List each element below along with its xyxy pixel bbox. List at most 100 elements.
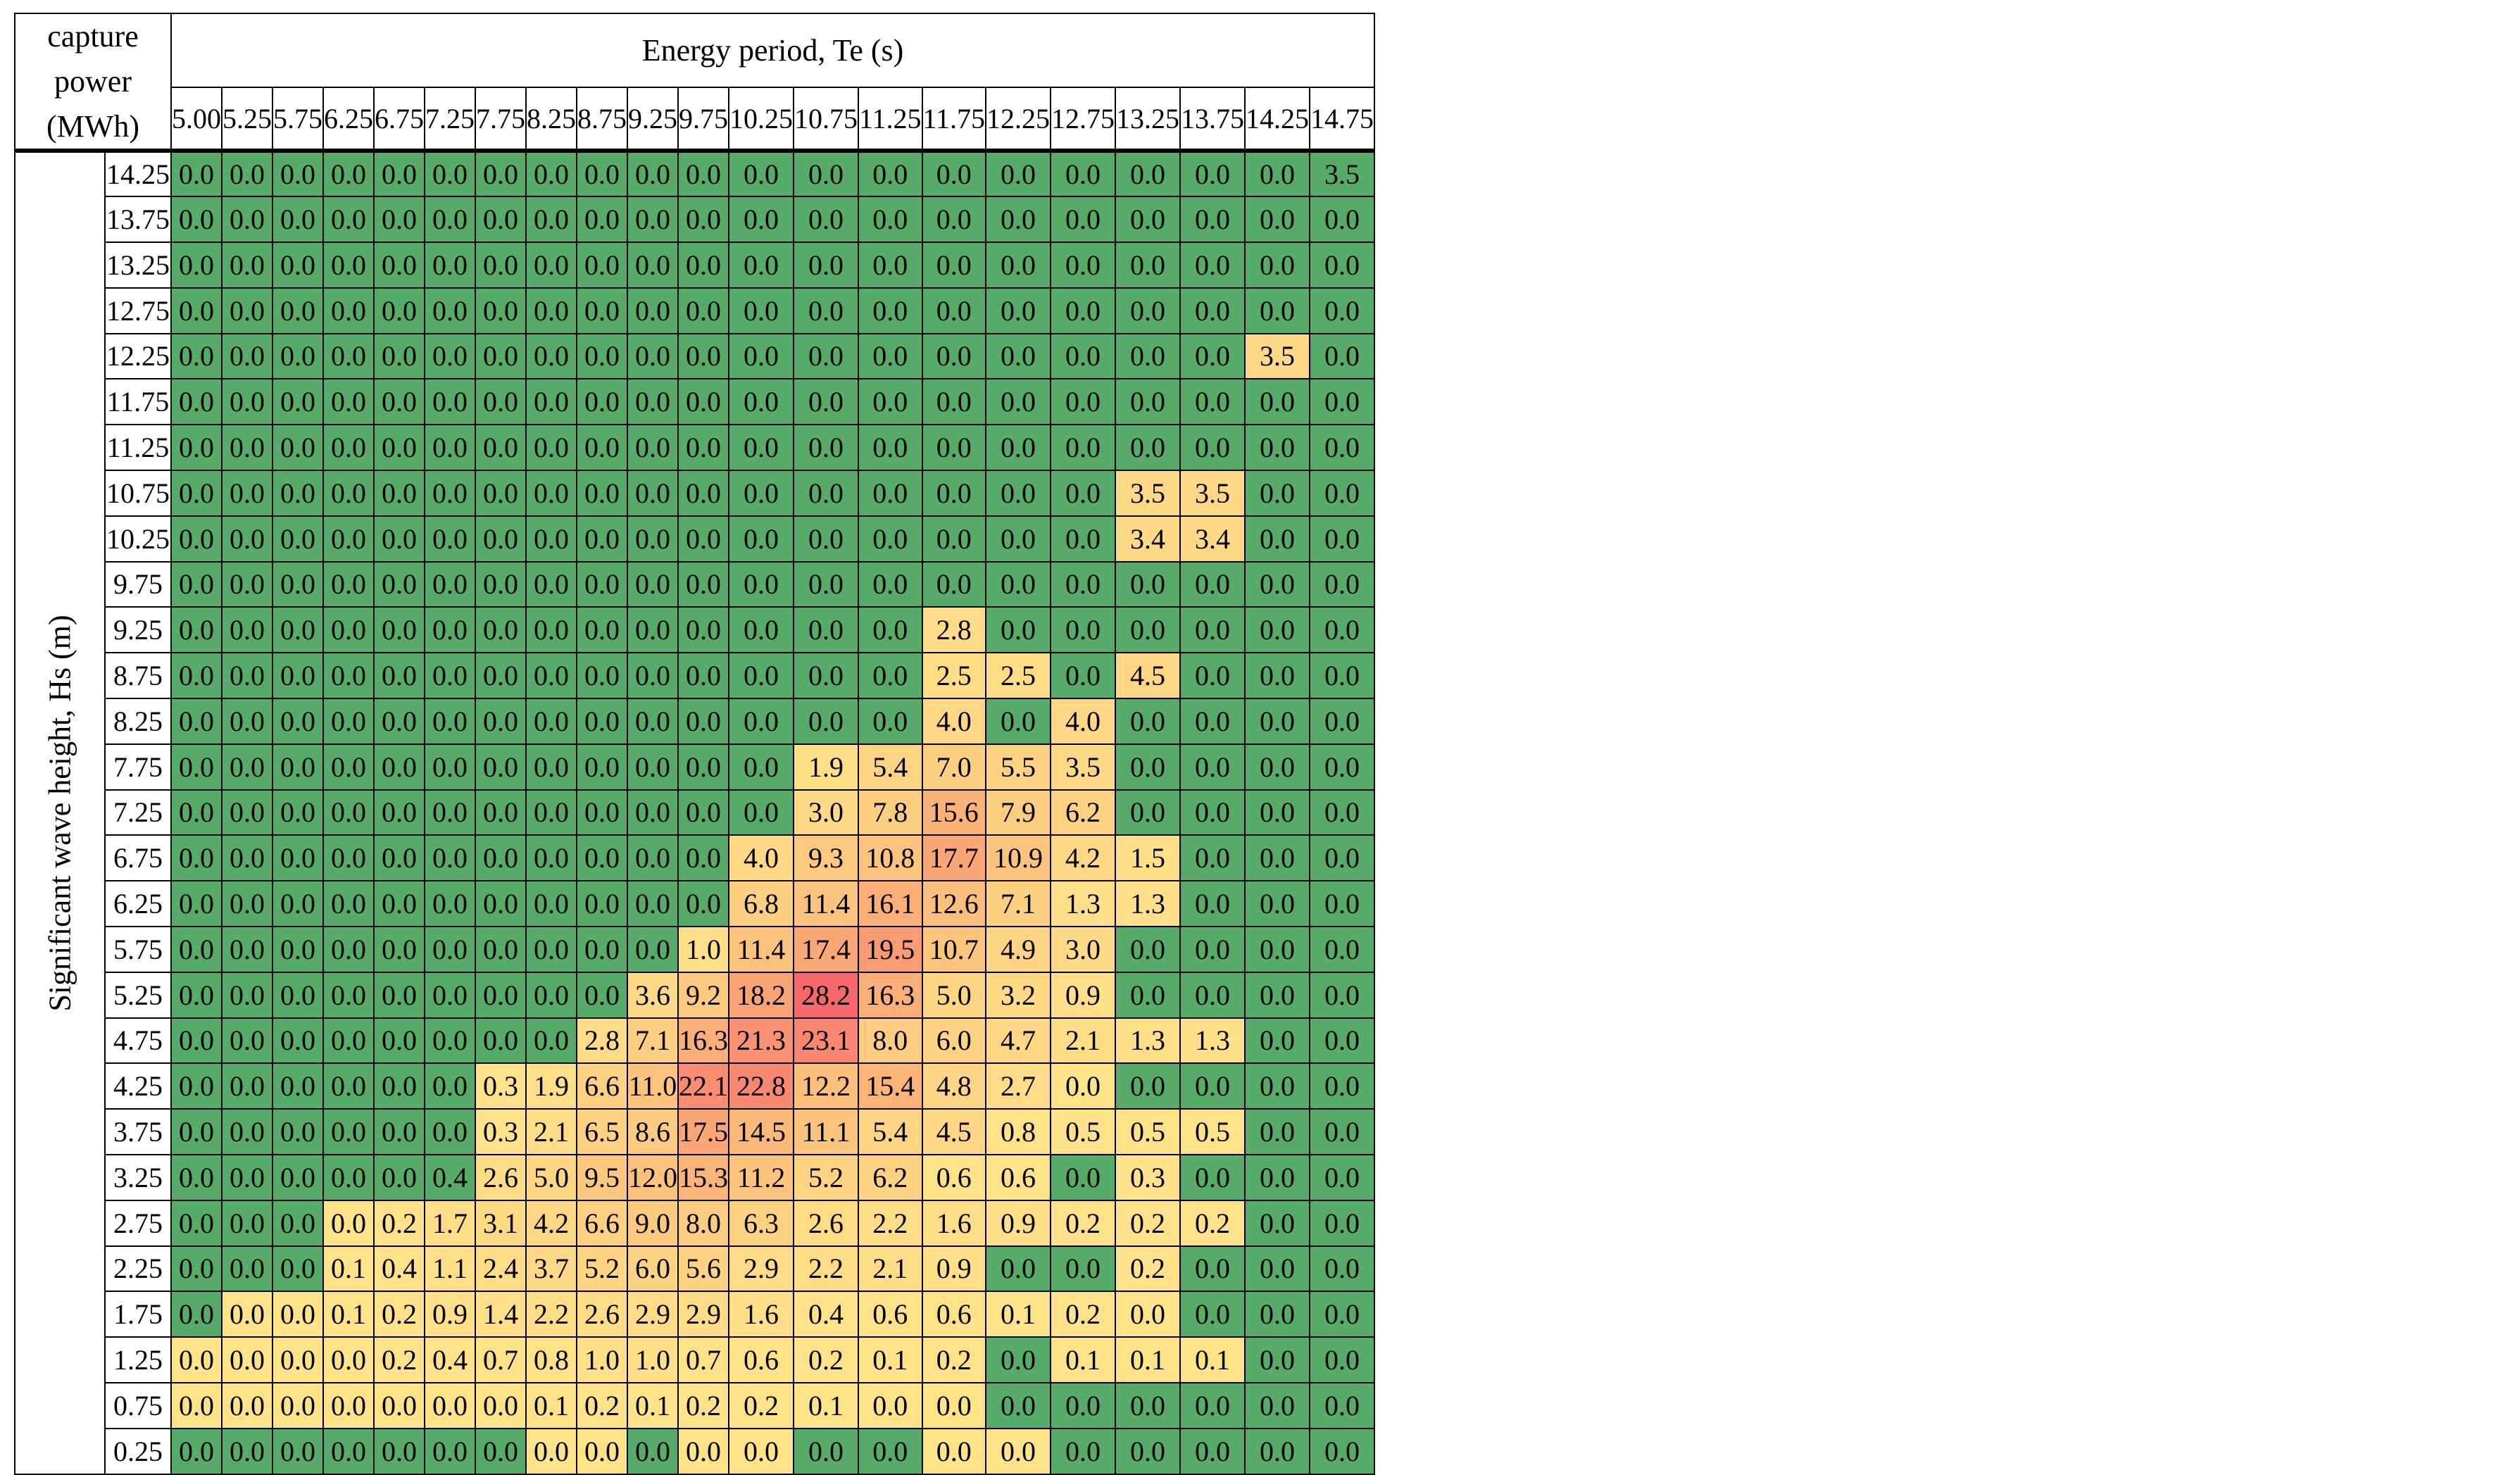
- heatmap-cell: 0.0: [1179, 652, 1246, 699]
- heatmap-cell: 0.0: [475, 971, 527, 1019]
- heatmap-cell: 0.0: [793, 287, 859, 334]
- heatmap-cell: 2.6: [475, 1153, 527, 1201]
- heatmap-cell: 0.0: [221, 1427, 273, 1475]
- heatmap-cell: 16.1: [858, 880, 923, 927]
- heatmap-cell: 0.2: [373, 1336, 425, 1383]
- heatmap-cell: 0.0: [627, 606, 679, 654]
- heatmap-cell: 0.0: [793, 196, 859, 243]
- heatmap-cell: 0.0: [525, 697, 577, 745]
- heatmap-cell: 5.4: [858, 743, 923, 791]
- heatmap-cell: 0.0: [1115, 1381, 1181, 1429]
- heatmap-cell: 0.0: [728, 743, 794, 791]
- heatmap-cell: 0.0: [858, 149, 923, 198]
- heatmap-cell: 0.0: [475, 424, 527, 471]
- heatmap-cell: 0.0: [921, 378, 987, 426]
- heatmap-cell: 0.0: [921, 1381, 987, 1429]
- heatmap-cell: 1.7: [424, 1199, 476, 1247]
- heatmap-cell: 0.0: [576, 332, 628, 380]
- heatmap-cell: 5.2: [793, 1153, 859, 1201]
- heatmap-cell: 0.0: [985, 378, 1052, 426]
- heatmap-cell: 0.0: [322, 971, 375, 1019]
- heatmap-cell: 0.0: [1050, 287, 1117, 334]
- heatmap-cell: 0.0: [576, 241, 628, 289]
- heatmap-cell: 0.0: [475, 743, 527, 791]
- heatmap-cell: 0.0: [677, 1427, 729, 1475]
- heatmap-cell: 0.0: [576, 287, 628, 334]
- heatmap-cell: 4.5: [921, 1108, 987, 1155]
- heatmap-cell: 4.0: [921, 697, 987, 745]
- heatmap-cell: 0.0: [1244, 149, 1311, 198]
- corner-label-line-2: (MWh): [46, 108, 139, 144]
- heatmap-cell: 0.0: [921, 196, 987, 243]
- heatmap-cell: 0.0: [424, 424, 476, 471]
- heatmap-cell: 0.0: [627, 560, 679, 608]
- row-header-hs-4.75: 4.75: [104, 1017, 172, 1065]
- heatmap-cell: 0.0: [424, 1108, 476, 1155]
- heatmap-cell: 0.0: [1309, 606, 1376, 654]
- heatmap-cell: 0.0: [424, 652, 476, 699]
- heatmap-cell: 0.0: [1309, 378, 1376, 426]
- matrix-row-hs-12.25: 12.25 0.0 0.0 0.0 0.0 0.0 0.0 0.0 0.0 0.0 0.0 0.0 0.…: [15, 332, 1376, 380]
- column-header-te-9.25: 9.25: [627, 86, 679, 153]
- heatmap-cell: 0.0: [627, 743, 679, 791]
- heatmap-cell: 0.0: [1179, 789, 1246, 836]
- row-header-hs-6.25: 6.25: [104, 880, 172, 927]
- heatmap-cell: 0.0: [858, 652, 923, 699]
- heatmap-cell: 0.0: [221, 149, 273, 198]
- heatmap-cell: 0.0: [221, 1336, 273, 1383]
- heatmap-cell: 0.0: [1309, 1381, 1376, 1429]
- heatmap-cell: 0.0: [221, 834, 273, 882]
- heatmap-cell: 0.3: [1115, 1153, 1181, 1201]
- heatmap-cell: 0.0: [1309, 424, 1376, 471]
- heatmap-cell: 0.0: [1309, 789, 1376, 836]
- heatmap-cell: 0.0: [985, 241, 1052, 289]
- heatmap-cell: 0.0: [475, 287, 527, 334]
- heatmap-cell: 0.0: [1309, 1427, 1376, 1475]
- heatmap-cell: 0.0: [322, 1108, 375, 1155]
- matrix-row-hs-11.75: 11.75 0.0 0.0 0.0 0.0 0.0 0.0 0.0 0.0 0.0 0.0 0.0 0.…: [15, 378, 1376, 426]
- heatmap-cell: 0.0: [576, 606, 628, 654]
- heatmap-cell: 0.0: [1050, 1427, 1117, 1475]
- heatmap-cell: 0.0: [373, 560, 425, 608]
- matrix-row-hs-8.25: 8.25 0.0 0.0 0.0 0.0 0.0 0.0 0.0 0.0 0.0 0.0 0.0 0.0…: [15, 697, 1376, 745]
- heatmap-cell: 0.0: [373, 925, 425, 973]
- heatmap-cell: 10.7: [921, 925, 987, 973]
- heatmap-cell: 0.0: [475, 925, 527, 973]
- heatmap-cell: 0.0: [373, 789, 425, 836]
- row-header-hs-2.75: 2.75: [104, 1199, 172, 1247]
- heatmap-cell: 7.0: [921, 743, 987, 791]
- heatmap-cell: 0.0: [322, 1017, 375, 1065]
- row-header-hs-8.75: 8.75: [104, 652, 172, 699]
- heatmap-cell: 0.0: [221, 287, 273, 334]
- heatmap-cell: 0.0: [627, 149, 679, 198]
- row-header-hs-0.25: 0.25: [104, 1427, 172, 1475]
- heatmap-cell: 0.0: [373, 697, 425, 745]
- matrix-row-hs-10.25: 10.25 0.0 0.0 0.0 0.0 0.0 0.0 0.0 0.0 0.0 0.0 0.0 0.…: [15, 515, 1376, 563]
- heatmap-cell: 0.0: [576, 697, 628, 745]
- heatmap-cell: 0.1: [858, 1336, 923, 1383]
- heatmap-cell: 1.1: [424, 1245, 476, 1293]
- heatmap-cell: 0.0: [525, 469, 577, 517]
- heatmap-cell: 0.0: [322, 834, 375, 882]
- heatmap-cell: 0.0: [576, 971, 628, 1019]
- heatmap-cell: 0.9: [921, 1245, 987, 1293]
- heatmap-cell: 0.0: [858, 241, 923, 289]
- heatmap-cell: 0.0: [475, 196, 527, 243]
- heatmap-cell: 0.0: [475, 378, 527, 426]
- heatmap-cell: 0.0: [170, 1062, 222, 1110]
- heatmap-cell: 6.2: [858, 1153, 923, 1201]
- heatmap-cell: 0.0: [272, 241, 324, 289]
- heatmap-cell: 0.0: [728, 378, 794, 426]
- column-header-te-13.75: 13.75: [1179, 86, 1246, 153]
- heatmap-cell: 0.8: [985, 1108, 1052, 1155]
- heatmap-cell: 0.0: [1309, 1199, 1376, 1247]
- heatmap-cell: 0.0: [475, 606, 527, 654]
- heatmap-cell: 0.0: [576, 880, 628, 927]
- heatmap-cell: 0.0: [1050, 606, 1117, 654]
- heatmap-cell: 0.0: [373, 241, 425, 289]
- heatmap-cell: 0.0: [525, 606, 577, 654]
- matrix-row-hs-5.25: 5.25 0.0 0.0 0.0 0.0 0.0 0.0 0.0 0.0 0.0 3.6 9.2 18.…: [15, 971, 1376, 1019]
- heatmap-cell: 5.5: [985, 743, 1052, 791]
- heatmap-cell: 0.0: [1244, 1336, 1311, 1383]
- heatmap-cell: 0.0: [272, 560, 324, 608]
